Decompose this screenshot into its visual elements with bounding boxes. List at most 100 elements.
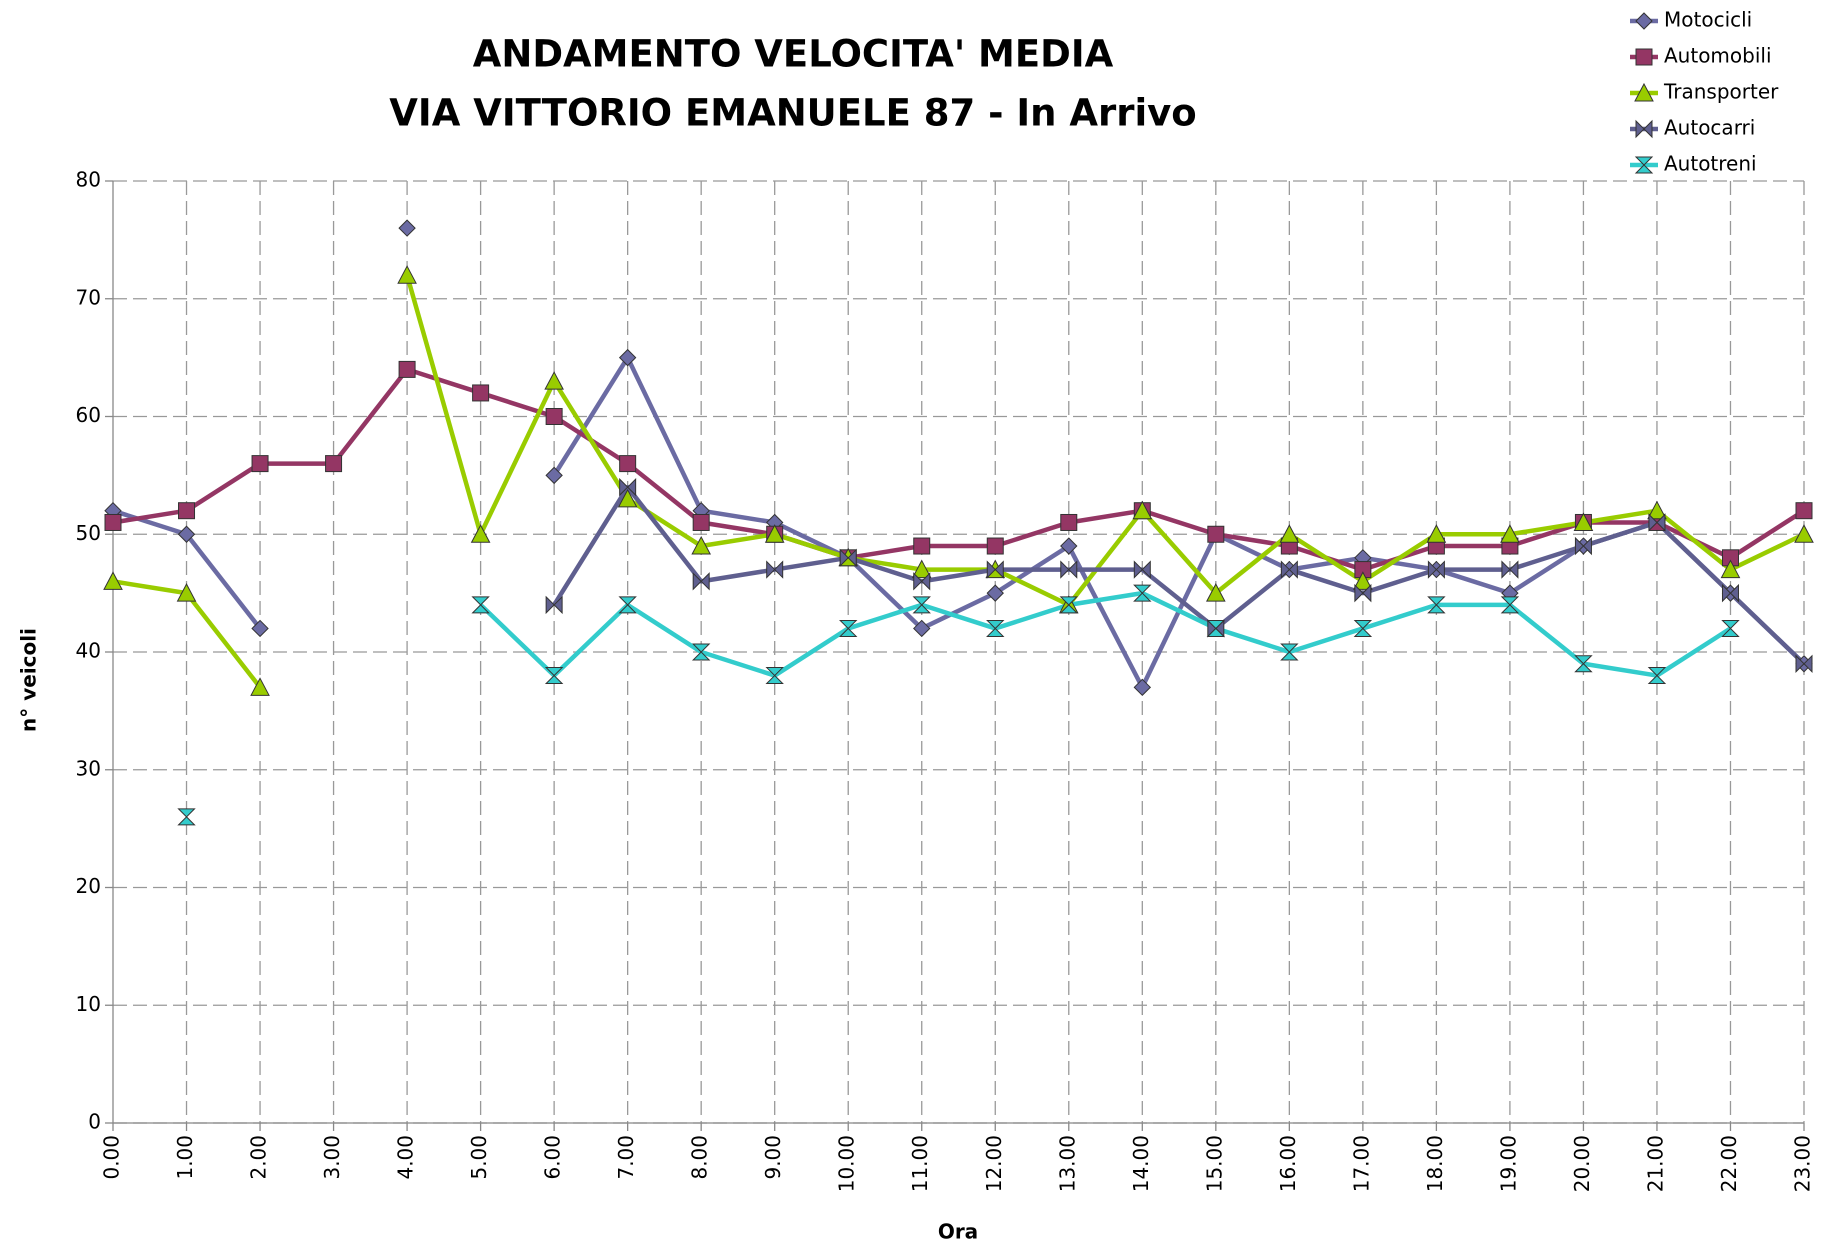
y-tick-label: 20 xyxy=(76,874,101,898)
x-tick-label: 17.00 xyxy=(1349,1135,1373,1192)
data-point xyxy=(104,513,122,531)
legend-marker xyxy=(1635,12,1653,30)
data-point xyxy=(178,502,196,520)
data-point xyxy=(619,477,637,497)
data-point xyxy=(1795,502,1813,520)
data-point xyxy=(1426,524,1447,543)
data-point xyxy=(1133,678,1152,697)
data-point xyxy=(472,384,490,402)
data-point xyxy=(691,643,711,661)
data-point xyxy=(177,808,196,826)
data-point xyxy=(986,537,1004,555)
legend-marker xyxy=(1635,48,1653,66)
data-point xyxy=(545,408,563,425)
data-point xyxy=(1133,584,1152,602)
data-point xyxy=(325,455,343,473)
legend-marker xyxy=(1635,119,1653,139)
x-tick-label: 23.00 xyxy=(1791,1135,1815,1192)
data-point xyxy=(1648,513,1666,532)
x-tick-label: 22.00 xyxy=(1717,1135,1741,1192)
data-point xyxy=(1205,583,1226,602)
data-point xyxy=(619,455,637,473)
x-tick-label: 8.00 xyxy=(688,1135,712,1180)
x-tick-label: 2.00 xyxy=(247,1135,271,1180)
y-tick-label: 50 xyxy=(76,521,101,545)
x-tick-label: 6.00 xyxy=(541,1135,565,1180)
x-tick-label: 9.00 xyxy=(761,1135,785,1180)
data-point xyxy=(176,583,197,602)
x-tick-label: 21.00 xyxy=(1643,1135,1667,1192)
x-tick-label: 16.00 xyxy=(1276,1135,1300,1192)
series-line xyxy=(479,590,1732,678)
data-point xyxy=(1059,596,1078,614)
data-point xyxy=(986,584,1004,602)
x-tick-label: 14.00 xyxy=(1129,1135,1153,1192)
data-point xyxy=(250,677,270,696)
data-point xyxy=(1354,583,1372,603)
legend-marker xyxy=(1634,156,1654,174)
data-point xyxy=(691,535,712,555)
data-point xyxy=(986,619,1005,637)
data-point xyxy=(765,667,784,685)
y-tick-label: 70 xyxy=(76,285,101,309)
data-point xyxy=(913,572,931,591)
data-point xyxy=(471,596,490,614)
x-tick-label: 13.00 xyxy=(1055,1135,1079,1192)
data-point xyxy=(986,560,1004,579)
y-tick-label: 0 xyxy=(88,1110,101,1134)
chart-title: ANDAMENTO VELOCITA' MEDIA xyxy=(473,33,1114,76)
data-point xyxy=(1207,525,1225,543)
data-point xyxy=(617,488,638,508)
x-tick-label: 18.00 xyxy=(1423,1135,1447,1192)
data-point xyxy=(545,595,563,615)
x-tick-label: 0.00 xyxy=(100,1135,124,1180)
data-point xyxy=(618,348,637,367)
data-point xyxy=(692,572,710,591)
data-point xyxy=(618,596,637,614)
data-point xyxy=(544,371,564,390)
data-point xyxy=(913,537,931,555)
data-point xyxy=(1500,524,1520,543)
data-point xyxy=(1132,500,1153,520)
x-tick-label: 11.00 xyxy=(908,1135,932,1192)
data-point xyxy=(1060,513,1078,531)
data-point xyxy=(544,667,564,685)
x-tick-label: 7.00 xyxy=(614,1135,638,1180)
data-point xyxy=(1427,596,1446,614)
data-point xyxy=(1721,583,1739,603)
y-tick-label: 30 xyxy=(76,756,101,780)
x-tick-label: 1.00 xyxy=(173,1135,197,1180)
data-point xyxy=(177,525,196,543)
data-point xyxy=(1279,524,1300,543)
data-point xyxy=(397,265,417,284)
data-point xyxy=(1060,537,1078,555)
y-tick-label: 80 xyxy=(76,168,101,192)
data-point xyxy=(692,513,710,531)
data-point xyxy=(1353,619,1373,637)
data-point xyxy=(1427,560,1445,579)
data-point xyxy=(912,596,931,614)
x-tick-label: 5.00 xyxy=(467,1135,491,1180)
legend-label: Motocicli xyxy=(1664,8,1752,32)
data-point xyxy=(1280,643,1299,661)
data-point xyxy=(251,455,269,473)
x-tick-label: 10.00 xyxy=(835,1135,859,1192)
data-point xyxy=(1501,560,1519,579)
y-tick-label: 60 xyxy=(76,403,101,427)
data-point xyxy=(1353,571,1373,590)
data-point xyxy=(1647,500,1667,520)
data-point xyxy=(1280,560,1298,579)
x-tick-label: 4.00 xyxy=(394,1135,418,1180)
data-point xyxy=(1721,619,1740,637)
x-tick-label: 3.00 xyxy=(320,1135,344,1180)
data-point xyxy=(1500,596,1520,614)
legend-label: Autotreni xyxy=(1664,152,1757,176)
legend-label: Autocarri xyxy=(1664,116,1755,140)
data-point xyxy=(1574,655,1593,673)
data-point xyxy=(1647,667,1667,685)
data-point xyxy=(913,619,931,638)
chart-title: VIA VITTORIO EMANUELE 87 - In Arrivo xyxy=(389,92,1196,135)
x-tick-label: 20.00 xyxy=(1570,1135,1594,1192)
data-point xyxy=(1795,654,1813,673)
series-line xyxy=(552,484,1806,666)
